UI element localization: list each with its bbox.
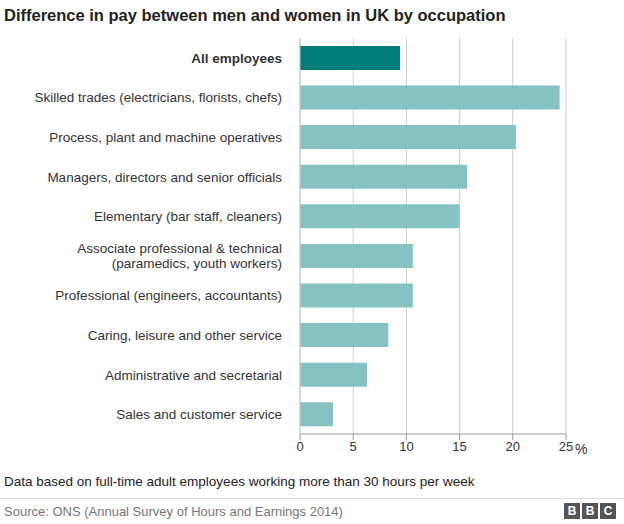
svg-text:5: 5 xyxy=(350,439,357,454)
svg-text:Process, plant and machine ope: Process, plant and machine operatives xyxy=(49,130,282,145)
svg-text:20: 20 xyxy=(506,439,520,454)
svg-text:Managers, directors and senior: Managers, directors and senior officials xyxy=(47,169,282,184)
html-text:B: B xyxy=(567,504,577,518)
svg-text:Administrative and secretarial: Administrative and secretarial xyxy=(105,367,282,382)
svg-text:15: 15 xyxy=(452,439,466,454)
svg-text:Caring, leisure and other serv: Caring, leisure and other service xyxy=(88,328,282,343)
svg-text:Associate professional & techn: Associate professional & technical(param… xyxy=(77,241,282,271)
svg-text:Elementary (bar staff, cleaner: Elementary (bar staff, cleaners) xyxy=(94,209,282,224)
svg-text:All employees: All employees xyxy=(191,50,282,65)
html-text:C: C xyxy=(603,504,613,518)
svg-text:Skilled trades (electricians,: Skilled trades (electricians, florists, … xyxy=(34,90,282,105)
html-text:Difference in pay between men: Difference in pay between men and women … xyxy=(4,6,506,24)
html-text:Data based on full-time adult: Data based on full-time adult employees … xyxy=(4,474,475,489)
svg-text:10: 10 xyxy=(399,439,413,454)
svg-text:25: 25 xyxy=(559,439,573,454)
svg-text:Sales and customer service: Sales and customer service xyxy=(116,407,282,422)
html-text:B: B xyxy=(585,504,595,518)
html-text:Source: ONS (Annual Survey of: Source: ONS (Annual Survey of Hours and … xyxy=(4,504,343,519)
svg-text:0: 0 xyxy=(296,439,303,454)
svg-text:Professional (engineers, accou: Professional (engineers, accountants) xyxy=(55,288,282,303)
